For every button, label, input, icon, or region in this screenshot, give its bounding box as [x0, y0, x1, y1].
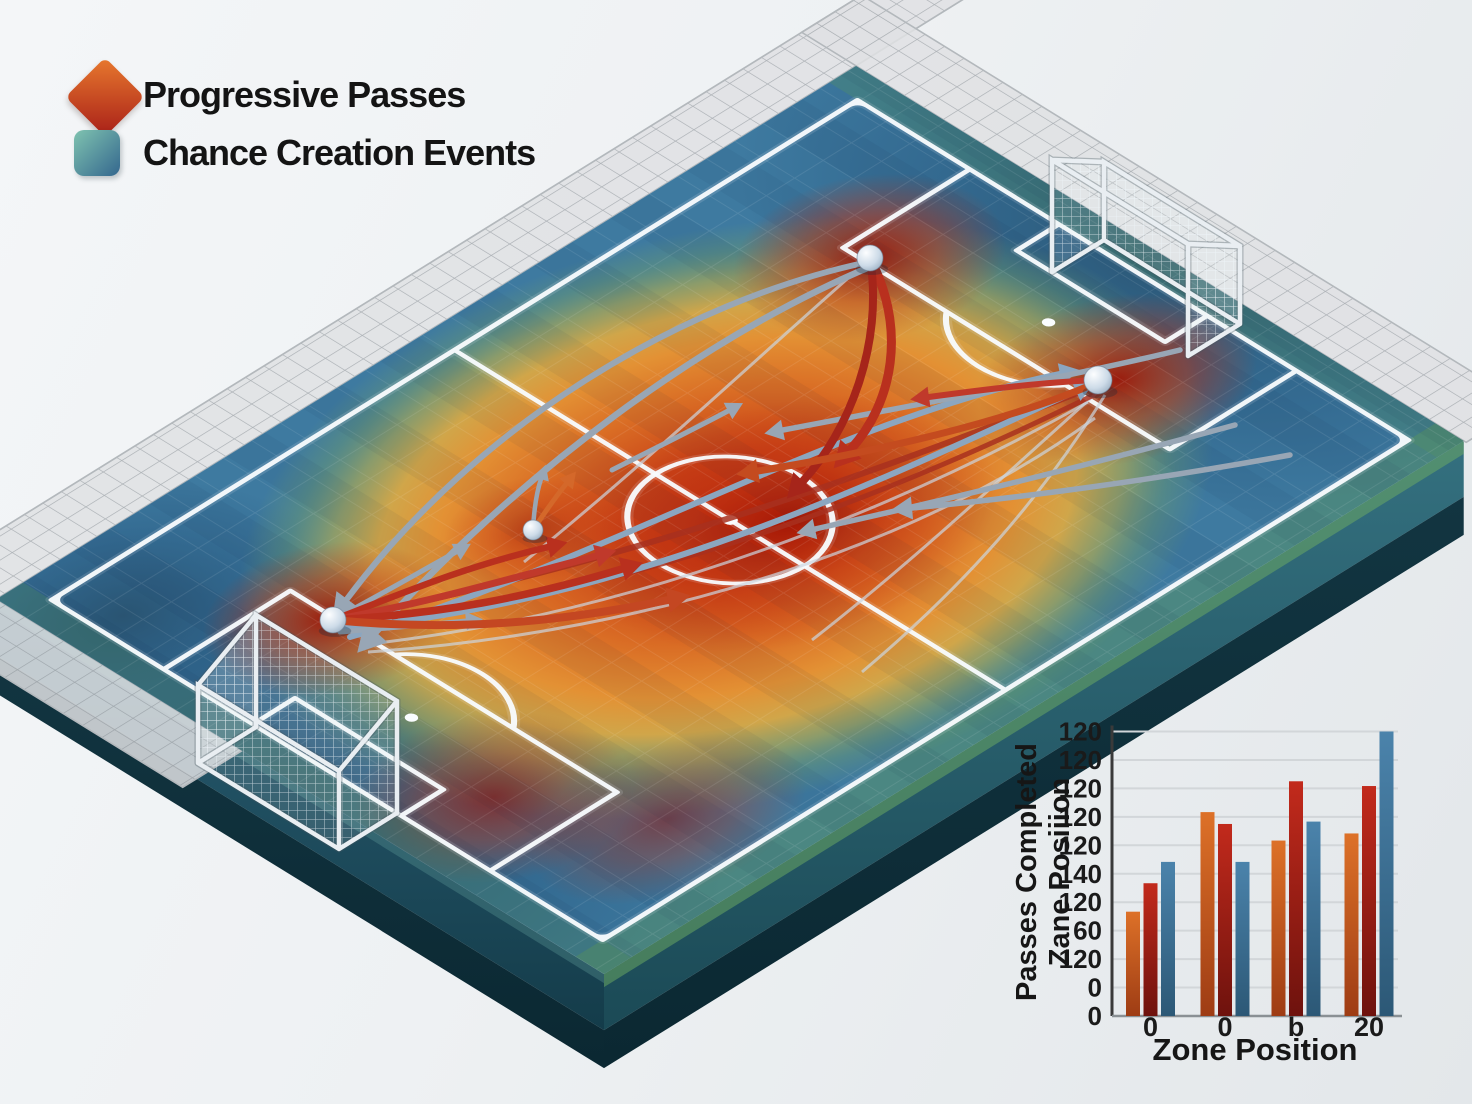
event-node [856, 244, 884, 272]
goal-frames [194, 153, 1244, 853]
pitch-spot [404, 713, 419, 722]
chance-creation-arrow-head [451, 543, 471, 561]
legend-label-chance-creation-events: Chance Creation Events [143, 132, 536, 173]
y-axis-title-line: Zane Posiiion [1044, 778, 1076, 967]
flow-line [523, 270, 856, 564]
mow-stripe [303, 384, 950, 784]
goal-net-mesh [1052, 160, 1104, 272]
progressive-pass-arrow [754, 378, 1102, 475]
progressive-pass-arrow [329, 565, 626, 624]
heat-hotspot [529, 733, 807, 905]
progressive-pass-arrow-head [786, 472, 813, 499]
goal-top-right [1048, 153, 1244, 360]
progressive-pass-arrow-head [593, 544, 617, 568]
bar-orange [1126, 911, 1140, 1016]
x-tick-label: 0 [1143, 1012, 1158, 1042]
chance-creation-arrow-head [891, 496, 914, 520]
y-tick-label: 120 [1059, 887, 1102, 917]
goal-frame [1049, 155, 1243, 359]
y-tick-label: 120 [1059, 717, 1102, 747]
progressive-pass-arrow [926, 377, 1101, 400]
progressive-pass-arrow [329, 552, 600, 624]
chance-creation-arrow-head [764, 419, 785, 441]
slab-rim-green [603, 440, 1464, 988]
goal-bottom-left [194, 608, 401, 853]
mow-stripe [149, 480, 796, 879]
mow-stripe [226, 432, 873, 832]
y-tick-label: 60 [1073, 916, 1102, 946]
bar-red [1289, 781, 1303, 1016]
pass-arrows [329, 253, 1293, 674]
bar-red [1362, 786, 1376, 1016]
apron-grid [0, 0, 964, 600]
bar-blue [1379, 731, 1394, 1016]
progressive-pass-arrow-head [665, 587, 691, 613]
mow-stripe [380, 337, 1027, 737]
bar-red [1218, 823, 1232, 1016]
bar-orange [1271, 840, 1286, 1016]
progressive-pass-arrow [329, 543, 552, 624]
y-axis-title-line: Passes Completed [1011, 743, 1043, 1001]
progressive-pass-arrow-head [545, 536, 568, 558]
flow-line [811, 388, 1101, 642]
y-tick-label: 0 [1088, 973, 1102, 1003]
bar-red [1143, 883, 1158, 1016]
chance-creation-arrow-head [533, 464, 549, 482]
flow-line [861, 394, 1107, 674]
progressive-pass-arrow [329, 596, 672, 630]
y-tick-label: 120 [1059, 802, 1102, 832]
goal-net-mesh [339, 701, 397, 849]
mow-stripe [456, 289, 1103, 689]
chance-creation-arrow [347, 371, 1063, 640]
goal-net-mesh [1188, 244, 1240, 356]
chance-creation-arrow [909, 452, 1293, 511]
x-tick-label: b [1288, 1012, 1305, 1042]
event-nodes [318, 244, 1118, 637]
chance-creation-arrow [344, 259, 871, 602]
bar-orange [1344, 833, 1359, 1016]
y-tick-label: 120 [1059, 944, 1102, 974]
progressive-pass-arrow-head [559, 471, 576, 490]
apron-grid [0, 565, 242, 788]
chance-creation-arrow-head [796, 518, 818, 540]
y-tick-label: 120 [1059, 830, 1102, 860]
goal-frame [195, 610, 400, 852]
flow-line [367, 416, 1096, 654]
progressive-pass-arrow-head [618, 557, 644, 581]
chance-creation-arrow [372, 262, 876, 636]
bar-blue [1235, 861, 1250, 1016]
bar-blue [1161, 861, 1175, 1016]
x-axis-title: Zone Position [1153, 1032, 1358, 1067]
progressive-pass-arrow [846, 253, 896, 454]
x-tick-label: 0 [1217, 1012, 1232, 1042]
slab-layer2-right [603, 496, 1464, 1069]
bar-blue [1306, 821, 1321, 1016]
event-node [522, 519, 544, 541]
rounded-square-icon [74, 130, 120, 176]
bar-orange [1200, 812, 1215, 1016]
x-tick-label: 20 [1354, 1012, 1384, 1042]
legend-label-progressive-passes: Progressive Passes [143, 74, 466, 115]
chance-creation-arrow [339, 388, 1079, 631]
y-tick-label: 120 [1059, 745, 1102, 775]
progressive-pass-arrow-head [736, 459, 760, 483]
slab-side-right [603, 440, 1464, 1031]
y-tick-label: 0 [1088, 1001, 1102, 1031]
chance-creation-arrow-head [723, 402, 744, 420]
event-node [319, 606, 347, 634]
progressive-pass-arrow-head [910, 386, 931, 408]
goal-net-mesh [198, 615, 256, 763]
y-tick-label: 140 [1059, 859, 1102, 889]
y-tick-label: 120 [1059, 773, 1102, 803]
chance-creation-arrow [609, 408, 731, 473]
pitch-spot [1041, 318, 1056, 327]
event-node [1083, 365, 1113, 395]
chance-creation-arrow [812, 422, 1238, 532]
margin-near [575, 423, 1464, 975]
